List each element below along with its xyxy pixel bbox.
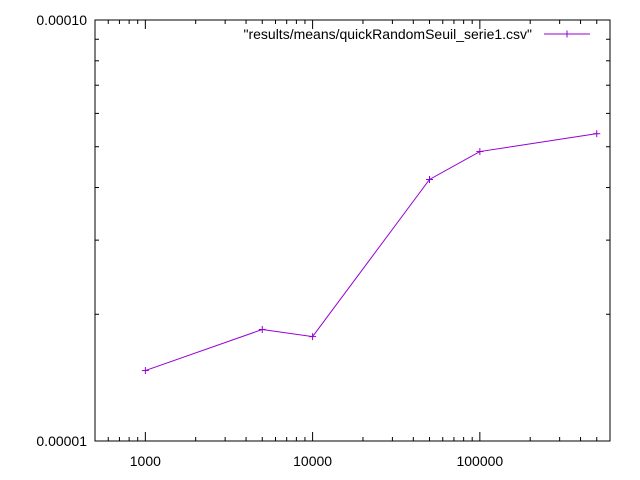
data-point xyxy=(593,130,601,138)
legend: "results/means/quickRandomSeuil_serie1.c… xyxy=(243,26,590,42)
x-tick-label: 10000 xyxy=(293,453,332,469)
legend-label: "results/means/quickRandomSeuil_serie1.c… xyxy=(243,26,532,42)
legend-marker xyxy=(563,30,571,38)
x-tick-label: 1000 xyxy=(130,453,161,469)
tick-labels: 1000 10000 100000 0.00001 0.00010 xyxy=(36,12,503,469)
series-line xyxy=(145,133,597,372)
x-tick-label: 100000 xyxy=(456,453,503,469)
data-point xyxy=(309,333,317,341)
data-point xyxy=(258,326,266,334)
data-point xyxy=(426,175,434,183)
y-tick-label: 0.00010 xyxy=(36,12,87,28)
plot-frame xyxy=(94,19,611,442)
y-tick-label: 0.00001 xyxy=(36,433,87,449)
data-point xyxy=(476,148,484,156)
data-point xyxy=(141,367,149,375)
series-layer xyxy=(141,130,601,375)
axis-ticks xyxy=(94,19,611,442)
